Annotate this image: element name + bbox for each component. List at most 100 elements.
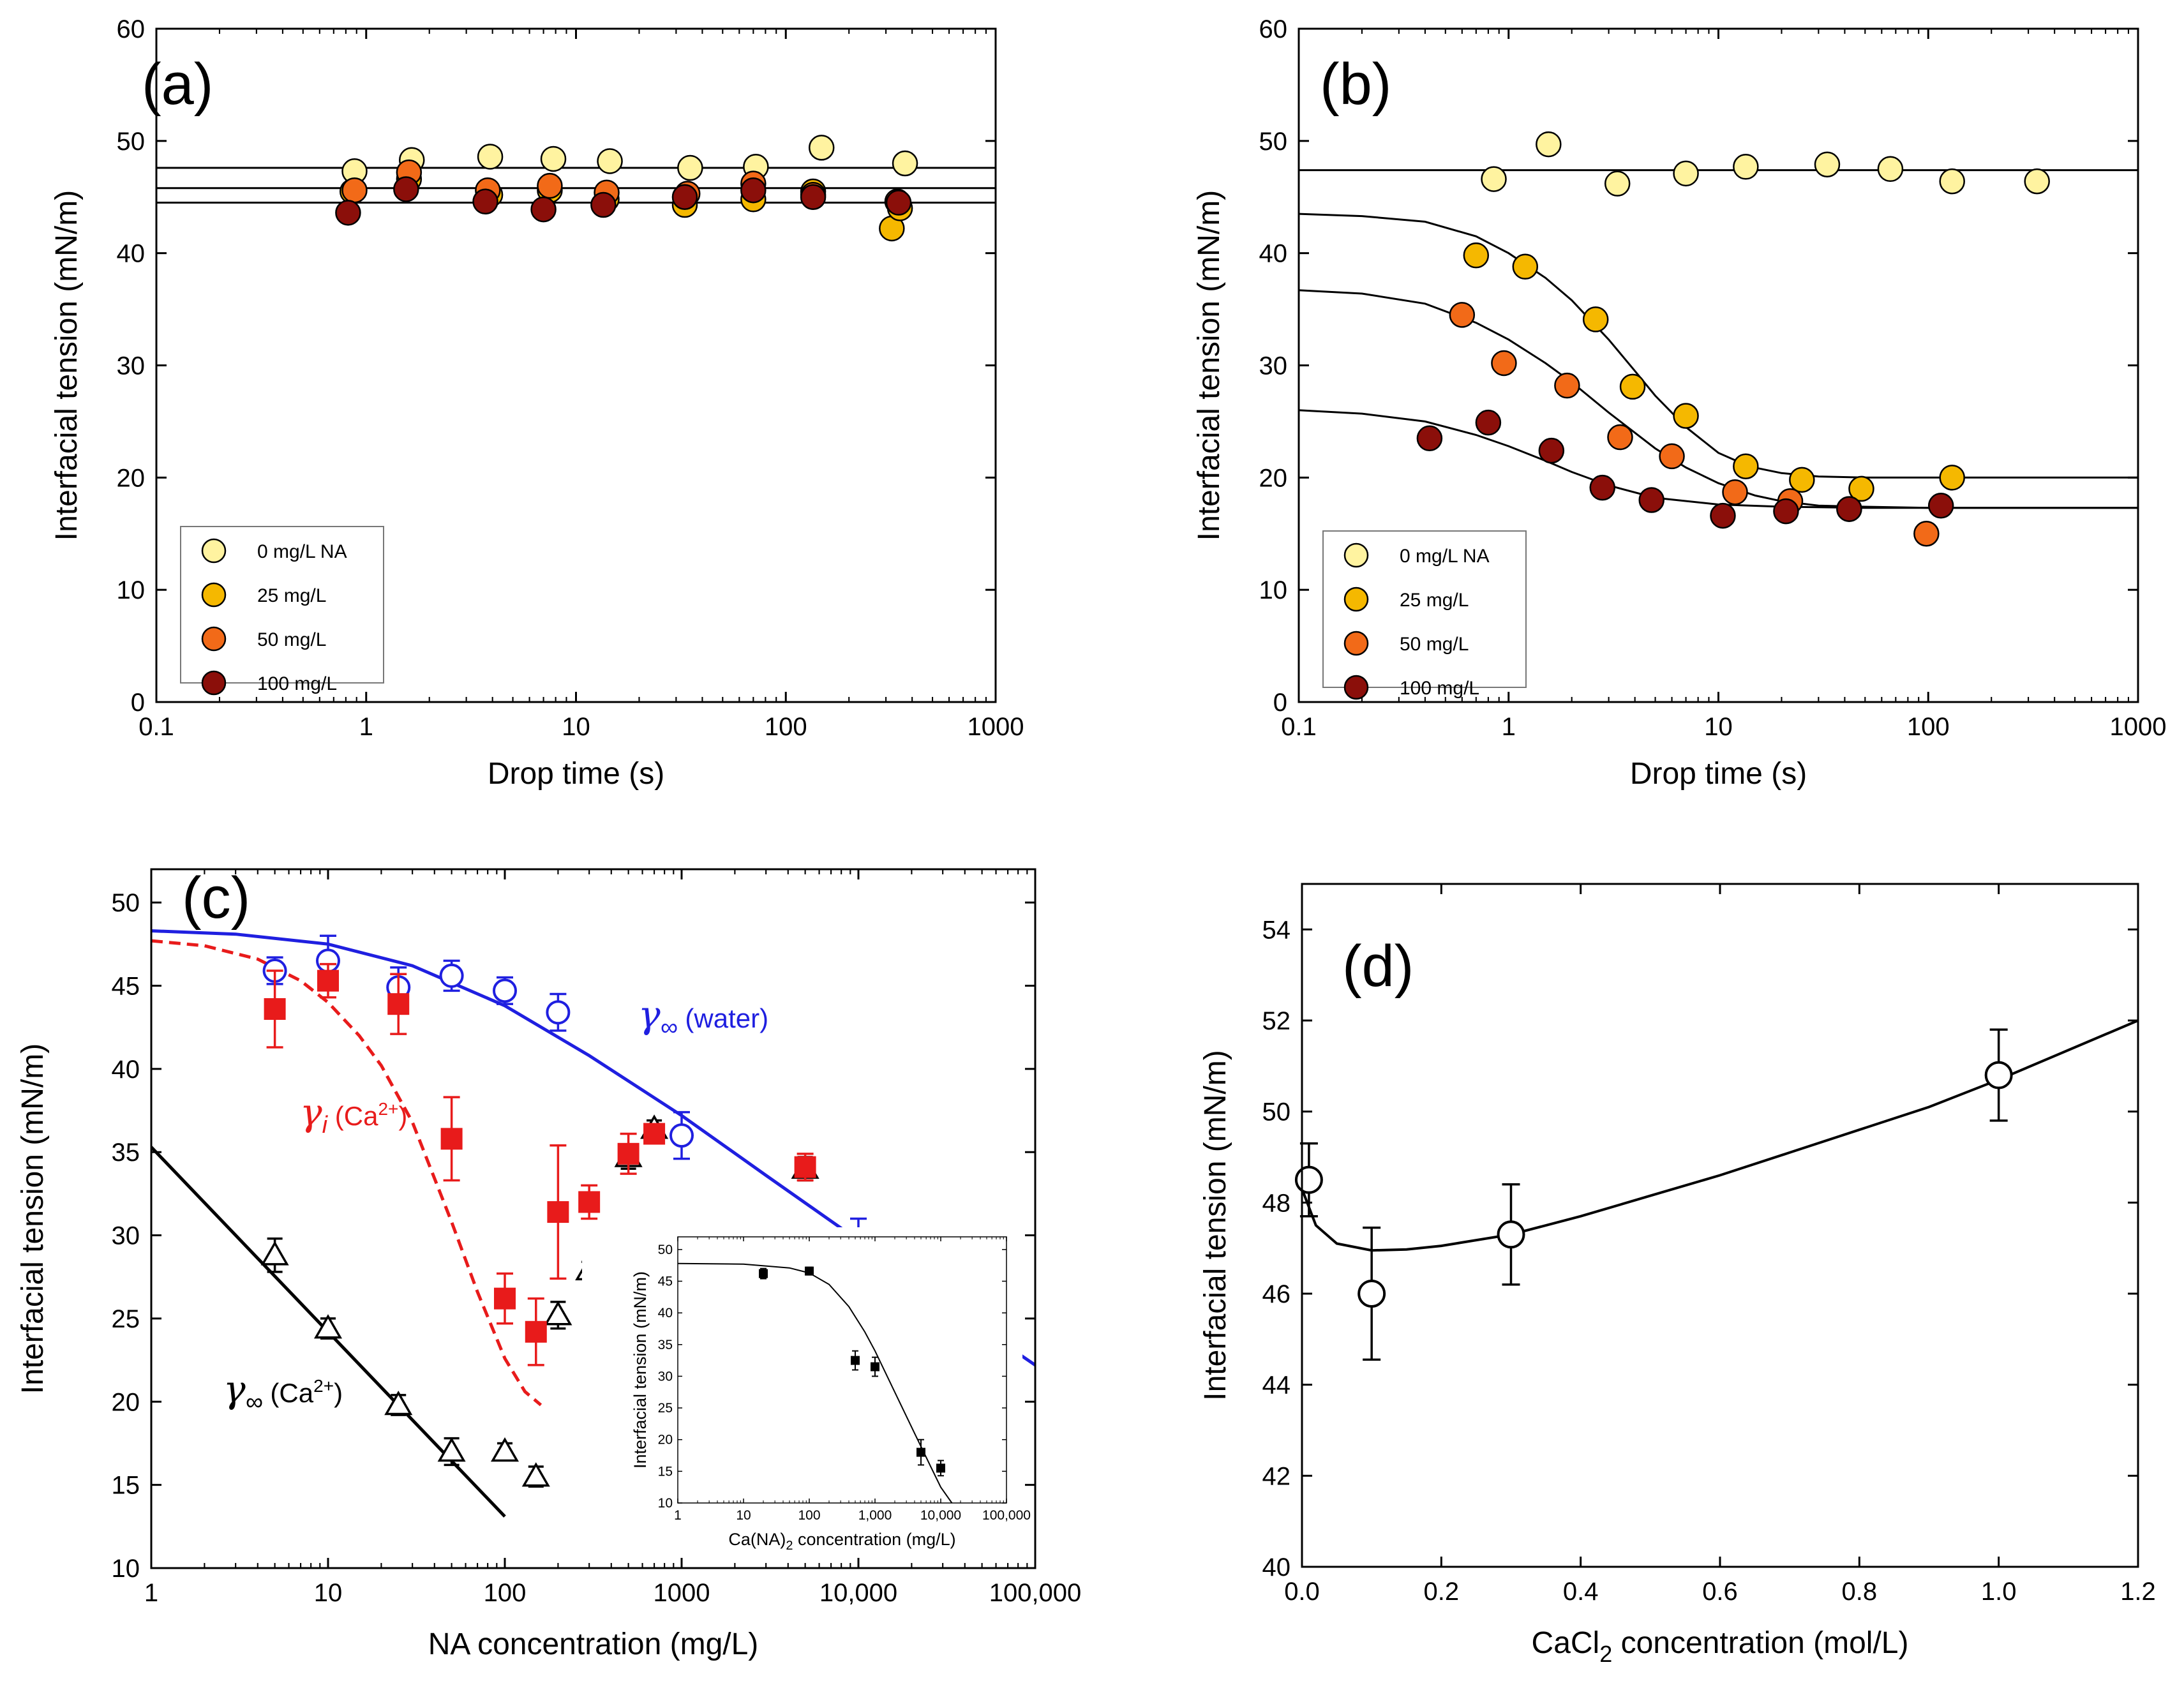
- data-point: [1673, 403, 1699, 429]
- data-point: [1538, 437, 1565, 464]
- y-tick-label: 52: [1262, 1007, 1291, 1035]
- y-tick-label: 10: [117, 576, 146, 604]
- data-point: [1848, 475, 1874, 502]
- inset-y-axis-title: Interfacial tension (mN/m): [631, 1271, 650, 1469]
- data-point: [1638, 487, 1664, 513]
- data-point: [794, 1156, 816, 1178]
- inset-data-point: [936, 1463, 945, 1473]
- y-tick-label: 40: [117, 240, 146, 268]
- x-axis: 0.0 0.2 0.4 0.6 0.8 1.0 1.2: [1284, 884, 2156, 1606]
- y-tick-label: 50: [112, 889, 140, 917]
- annotation-subscript: ∞: [661, 1014, 678, 1041]
- inset-data-point: [759, 1269, 768, 1278]
- y-tick-label: 40: [1259, 240, 1288, 268]
- x-tick-label: 1: [674, 1508, 682, 1523]
- series-25-mg-l: [1463, 242, 1965, 502]
- y-tick-label: 20: [658, 1433, 673, 1447]
- legend: 0 mg/L NA 25 mg/L 50 mg/L 100 mg/L: [180, 526, 384, 696]
- x-tick-label: 100: [798, 1508, 820, 1523]
- fit-line: [1298, 289, 2138, 509]
- y-axis: 0 10 20 30 40 50 60: [1259, 15, 2138, 717]
- y-tick-label: 50: [1259, 128, 1288, 156]
- legend-label: 100 mg/L: [257, 673, 337, 694]
- y-tick-label: 50: [658, 1243, 673, 1257]
- x-tick-label: 1,000: [858, 1508, 892, 1523]
- x-axis-title: CaCl2 concentration (mol/L): [1532, 1626, 1909, 1667]
- legend-label: 50 mg/L: [257, 629, 326, 650]
- inset-background: [582, 1227, 1022, 1557]
- x-tick-label: 1000: [968, 713, 1024, 741]
- inset-series: [759, 1266, 945, 1477]
- y-tick-label: 50: [117, 128, 146, 156]
- data-point: [2024, 168, 2050, 195]
- y-tick-label: 30: [117, 352, 146, 380]
- y-tick-label: 25: [112, 1305, 140, 1333]
- data-point: [885, 190, 912, 216]
- data-point: [1481, 166, 1507, 192]
- data-point: [578, 1191, 601, 1213]
- y-tick-label: 20: [1259, 464, 1288, 492]
- legend-marker: [201, 626, 227, 652]
- x-tick-label: 0.1: [1281, 713, 1317, 741]
- legend-marker: [201, 538, 227, 564]
- y-tick-label: 40: [1262, 1553, 1291, 1581]
- data-point: [1710, 502, 1736, 529]
- inset-data-point: [850, 1356, 860, 1365]
- legend-marker: [201, 670, 227, 696]
- y-tick-label: 10: [1259, 576, 1288, 604]
- legend-marker: [1343, 542, 1369, 568]
- data-point: [1607, 424, 1633, 451]
- y-axis: 10 15 20 25 30 35 40 45 50: [658, 1243, 1006, 1511]
- data-point: [1512, 253, 1539, 280]
- x-axis: 1 10 100 1,000 10,000 100,000: [674, 1237, 1031, 1523]
- y-tick-label: 42: [1262, 1462, 1291, 1490]
- x-axis: 0.1 1 10 100 1000: [1281, 29, 2166, 741]
- data-point: [1554, 372, 1580, 399]
- y-tick-label: 20: [112, 1388, 140, 1416]
- panel-c: 1 10 100 1000 10,000 100,00010152025303540455…: [16, 865, 1081, 1661]
- y-axis-title: Interfacial tension (mN/m): [1199, 1050, 1232, 1401]
- data-point: [537, 172, 563, 199]
- fit-line: [151, 939, 542, 1407]
- annotation-symbol: γ: [300, 1091, 322, 1134]
- panel-d: 0.0 0.2 0.4 0.6 0.8 1.0 1.2 40 42 44 46 48 50 52 54 (d)…: [1199, 883, 2156, 1667]
- fit-line: [1298, 409, 2138, 509]
- x-axis-title: NA concentration (mg/L): [428, 1627, 759, 1661]
- data-point: [1659, 443, 1685, 470]
- data-point: [1358, 1280, 1386, 1308]
- legend-label: 25 mg/L: [1400, 590, 1469, 611]
- legend-marker: [201, 582, 227, 608]
- y-tick-label: 0: [131, 689, 145, 717]
- y-axis-title: Interfacial tension (mN/m): [50, 190, 84, 541]
- label-ca-equilibrium: γ∞ (Ca2+): [223, 1368, 343, 1416]
- inset-data-point: [871, 1362, 879, 1372]
- x-tick-label: 0.1: [138, 713, 174, 741]
- data-point: [477, 144, 504, 170]
- data-point: [387, 993, 410, 1015]
- x-title-part: CaCl: [1532, 1626, 1600, 1660]
- panel-a: 0.1 1 10 100 1000 0 10 20 30 40 50 60 (a) Drop time (…: [50, 15, 1024, 791]
- x-tick-label: 1: [144, 1579, 158, 1607]
- y-tick-label: 45: [658, 1275, 673, 1289]
- data-point: [1984, 1061, 2013, 1089]
- y-tick-label: 10: [658, 1496, 673, 1511]
- plot-frame: [677, 1236, 1007, 1504]
- x-title-subscript: 2: [1599, 1641, 1612, 1667]
- label-water: γ∞ (water): [638, 993, 768, 1041]
- data-point: [1491, 350, 1517, 377]
- inset-fit: [678, 1262, 953, 1503]
- y-tick-label: 44: [1262, 1372, 1291, 1400]
- y-tick-label: 40: [658, 1306, 673, 1320]
- data-point: [544, 1301, 572, 1326]
- data-point: [1619, 373, 1646, 400]
- series-100-mg-l: [335, 176, 912, 226]
- x-tick-label: 10: [736, 1508, 751, 1523]
- legend-marker: [1343, 587, 1369, 612]
- series-cacl2: [1294, 1028, 2013, 1361]
- data-point: [490, 1437, 520, 1462]
- inset-data-point: [916, 1447, 925, 1457]
- y-axis: 40 42 44 46 48 50 52 54: [1262, 916, 2138, 1581]
- data-point: [393, 176, 419, 202]
- y-axis: 10 15 20 25 30 35 40 45 50: [112, 889, 1035, 1583]
